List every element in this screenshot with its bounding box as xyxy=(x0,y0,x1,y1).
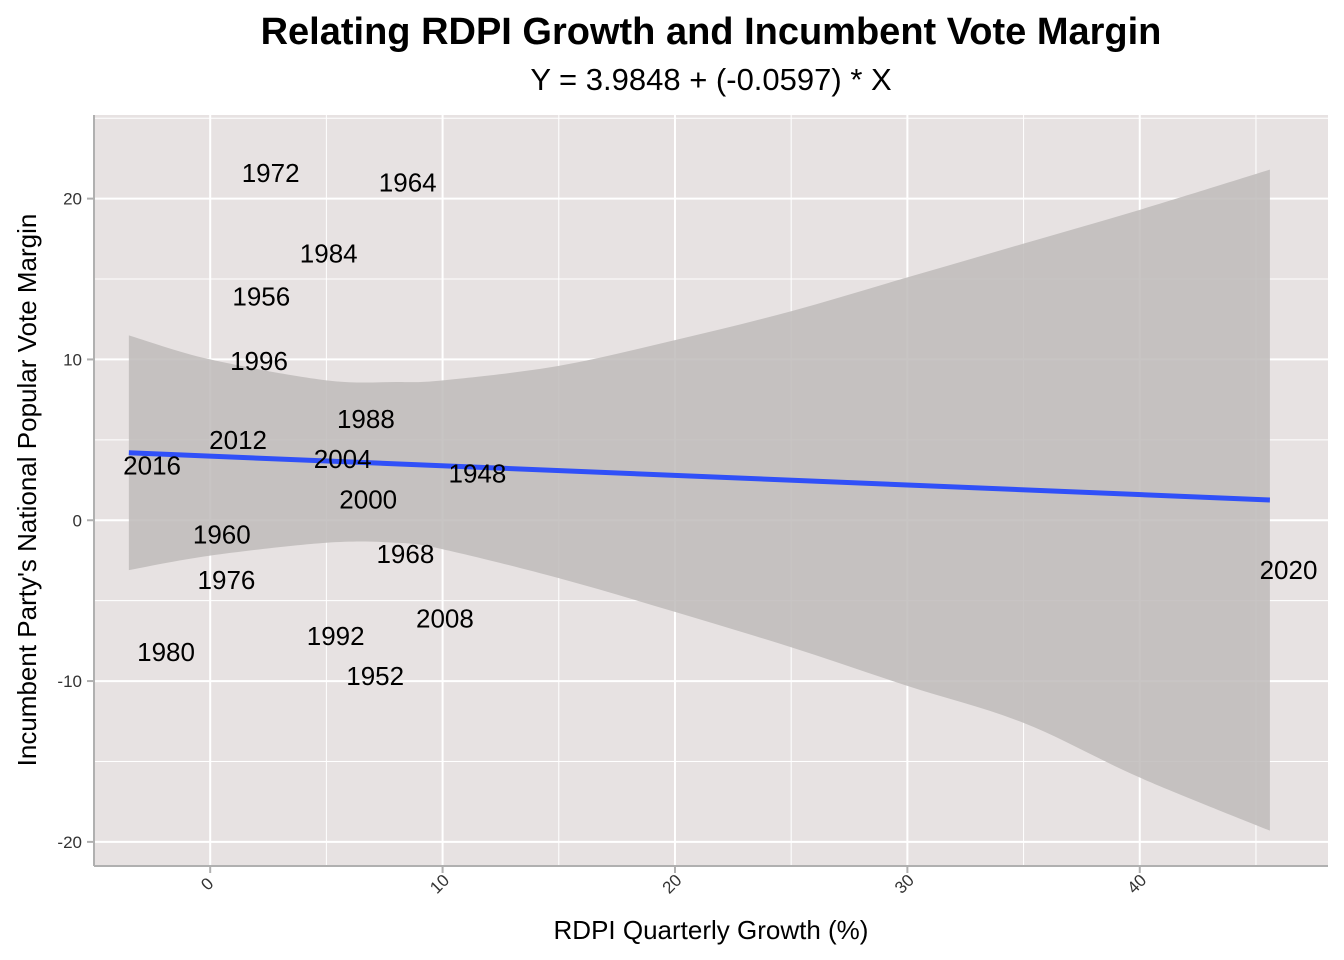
confidence-band-layer xyxy=(128,169,1270,831)
point-label-2012: 2012 xyxy=(209,425,267,455)
chart-subtitle: Y = 3.9848 + (-0.0597) * X xyxy=(530,62,892,97)
point-label-2016: 2016 xyxy=(123,451,181,481)
y-tick-label: 10 xyxy=(63,350,82,369)
point-label-1984: 1984 xyxy=(300,238,358,268)
point-label-1948: 1948 xyxy=(449,459,507,489)
point-label-1992: 1992 xyxy=(307,621,365,651)
y-tick-label: -10 xyxy=(57,672,82,691)
y-tick-label: -20 xyxy=(57,833,82,852)
point-label-2000: 2000 xyxy=(339,484,397,514)
point-label-2020: 2020 xyxy=(1260,555,1318,585)
x-axis-title: RDPI Quarterly Growth (%) xyxy=(554,915,869,945)
x-axis-ticks: 0 10 20 30 40 xyxy=(197,866,1150,898)
y-axis-title: Incumbent Party's National Popular Vote … xyxy=(12,214,42,767)
point-label-1988: 1988 xyxy=(337,404,395,434)
chart-title: Relating RDPI Growth and Incumbent Vote … xyxy=(261,11,1162,53)
y-tick-label: 20 xyxy=(63,190,82,209)
confidence-band xyxy=(128,169,1270,831)
y-tick-label: 0 xyxy=(73,511,82,530)
point-label-1976: 1976 xyxy=(198,565,256,595)
point-label-1960: 1960 xyxy=(193,520,251,550)
x-tick-label: 40 xyxy=(1123,871,1150,898)
point-label-1980: 1980 xyxy=(137,637,195,667)
point-label-1956: 1956 xyxy=(232,282,290,312)
point-label-1972: 1972 xyxy=(242,158,300,188)
point-label-1968: 1968 xyxy=(376,539,434,569)
point-labels-layer: 1972 1964 1984 1956 1996 1988 2012 2016 2004 1948… xyxy=(123,158,1317,691)
x-tick-label: 10 xyxy=(426,871,453,898)
x-tick-label: 0 xyxy=(197,874,217,894)
point-label-1996: 1996 xyxy=(230,346,288,376)
regression-line-layer xyxy=(128,450,1271,503)
y-axis-ticks: -20 -10 0 10 20 xyxy=(57,190,94,852)
point-label-2008: 2008 xyxy=(416,603,474,633)
regression-line xyxy=(128,450,1271,503)
point-label-2004: 2004 xyxy=(314,444,372,474)
x-tick-label: 30 xyxy=(891,871,918,898)
x-tick-label: 20 xyxy=(659,871,686,898)
point-label-1952: 1952 xyxy=(346,661,404,691)
point-label-1964: 1964 xyxy=(379,168,437,198)
